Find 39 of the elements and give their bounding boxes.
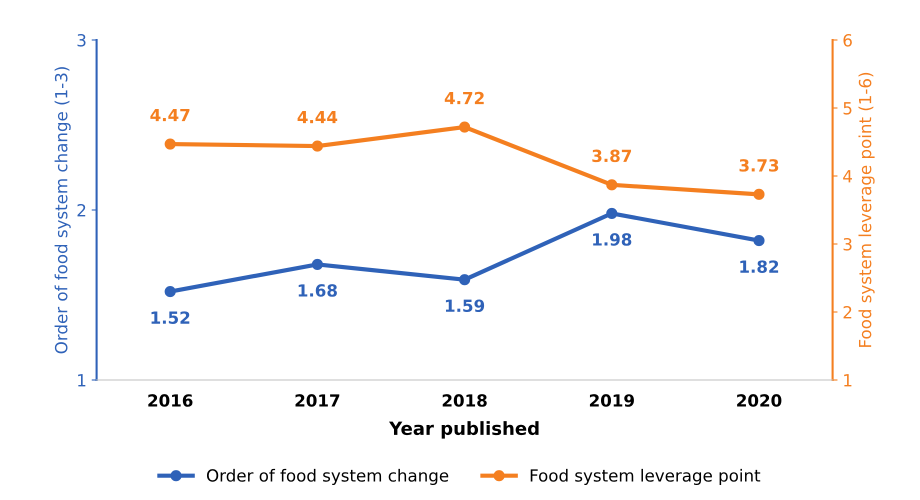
- data-label: 4.72: [444, 92, 484, 104]
- y2-tick-label: 2: [844, 306, 852, 318]
- y2-tick-label: 3: [844, 238, 852, 251]
- point: [459, 121, 470, 133]
- y2-axis-title: Food system leverage point (1-6): [858, 72, 875, 347]
- point: [753, 235, 765, 246]
- x-tick-label: 2018: [442, 394, 487, 407]
- y-axis-title: Order of food system change (1-3): [54, 67, 71, 354]
- data-label: 1.68: [298, 284, 337, 297]
- y2-tick-label: 4: [843, 170, 852, 182]
- y-tick-label: 1: [78, 374, 86, 386]
- point: [459, 274, 470, 286]
- point: [753, 188, 765, 200]
- data-label: 4.44: [298, 111, 338, 124]
- data-label: 1.52: [152, 311, 190, 324]
- legend-label: Food system leverage point: [530, 468, 760, 485]
- y2-tick-label: 1: [844, 374, 852, 386]
- point: [312, 140, 323, 152]
- y2-tick-label: 5: [844, 102, 852, 115]
- data-label: 4.47: [150, 108, 190, 122]
- data-label: 1.98: [593, 233, 632, 246]
- x-tick-label: 2020: [737, 394, 782, 407]
- point: [606, 179, 618, 190]
- legend-label: Order of food system change: [206, 468, 448, 485]
- data-label: 1.82: [740, 260, 778, 273]
- x-tick-label: 2017: [296, 394, 340, 407]
- y-tick-label: 3: [78, 34, 86, 47]
- point: [606, 208, 618, 219]
- x-axis-title: Year published: [388, 421, 539, 439]
- y2-tick-label: 6: [843, 34, 852, 47]
- data-label: 3.87: [592, 150, 632, 162]
- x-tick-label: 2019: [590, 394, 634, 407]
- point: [164, 138, 176, 150]
- x-tick-label: 2016: [148, 394, 192, 407]
- point: [164, 286, 176, 298]
- data-label: 3.73: [740, 159, 778, 172]
- data-label: 1.59: [446, 299, 484, 312]
- point: [312, 258, 323, 270]
- y-tick-label: 2: [77, 204, 86, 216]
